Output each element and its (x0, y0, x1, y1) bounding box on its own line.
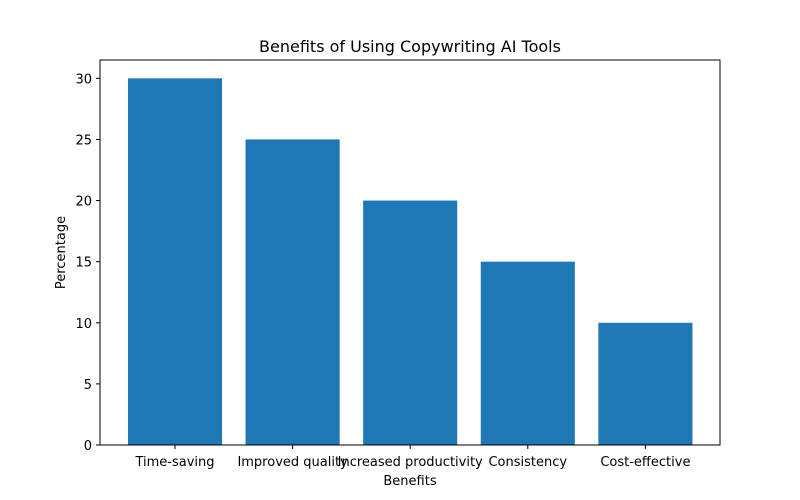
bar-increased-productivity (363, 200, 458, 445)
x-tick-label: Improved quality (237, 455, 348, 470)
bar-time-saving (127, 78, 223, 445)
y-tick-label: 30 (75, 72, 92, 87)
plot-frame (99, 59, 721, 446)
y-axis-ticks: 0 5 10 15 20 25 30 (75, 72, 100, 454)
x-tick-label: Increased productivity (338, 455, 483, 470)
y-tick-label: 20 (75, 195, 92, 210)
y-tick-label: 15 (75, 256, 92, 271)
bar-consistency (480, 261, 575, 445)
x-tick-label: Consistency (488, 455, 567, 470)
y-tick-label: 5 (84, 378, 92, 393)
y-tick-label: 10 (75, 317, 92, 332)
x-axis-label: Benefits (383, 474, 436, 489)
y-axis-label: Percentage (54, 216, 69, 289)
bars-group (127, 78, 693, 445)
x-tick-label: Cost-effective (600, 455, 690, 470)
chart-title: Benefits of Using Copywriting AI Tools (259, 37, 561, 56)
y-tick-label: 0 (84, 439, 92, 454)
y-tick-label: 25 (75, 133, 92, 148)
bar-cost-effective (598, 322, 693, 445)
bar-improved-quality (245, 139, 340, 445)
x-tick-label: Time-saving (134, 455, 214, 470)
